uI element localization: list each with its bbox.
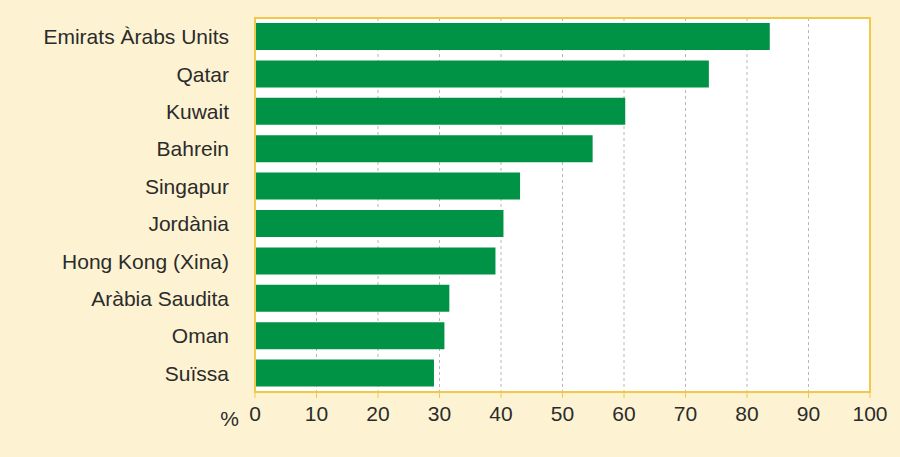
svg-text:70: 70	[674, 402, 697, 425]
svg-text:%: %	[220, 407, 239, 430]
svg-text:50: 50	[551, 402, 574, 425]
svg-text:90: 90	[797, 402, 820, 425]
svg-text:Kuwait: Kuwait	[166, 100, 229, 123]
svg-text:Qatar: Qatar	[176, 63, 229, 86]
svg-text:80: 80	[735, 402, 758, 425]
svg-text:0: 0	[249, 402, 261, 425]
svg-text:Suïssa: Suïssa	[165, 362, 230, 385]
svg-text:100: 100	[852, 402, 887, 425]
svg-text:10: 10	[305, 402, 328, 425]
svg-text:20: 20	[366, 402, 389, 425]
svg-text:Singapur: Singapur	[145, 175, 229, 198]
svg-text:Hong Kong (Xina): Hong Kong (Xina)	[62, 250, 229, 273]
svg-text:60: 60	[612, 402, 635, 425]
svg-text:Bahrein: Bahrein	[157, 137, 229, 160]
svg-text:30: 30	[428, 402, 451, 425]
svg-text:Emirats Àrabs Units: Emirats Àrabs Units	[43, 25, 229, 48]
svg-text:Aràbia Saudita: Aràbia Saudita	[91, 287, 229, 310]
svg-text:Jordània: Jordània	[148, 212, 229, 235]
svg-text:Oman: Oman	[172, 324, 229, 347]
svg-text:40: 40	[489, 402, 512, 425]
